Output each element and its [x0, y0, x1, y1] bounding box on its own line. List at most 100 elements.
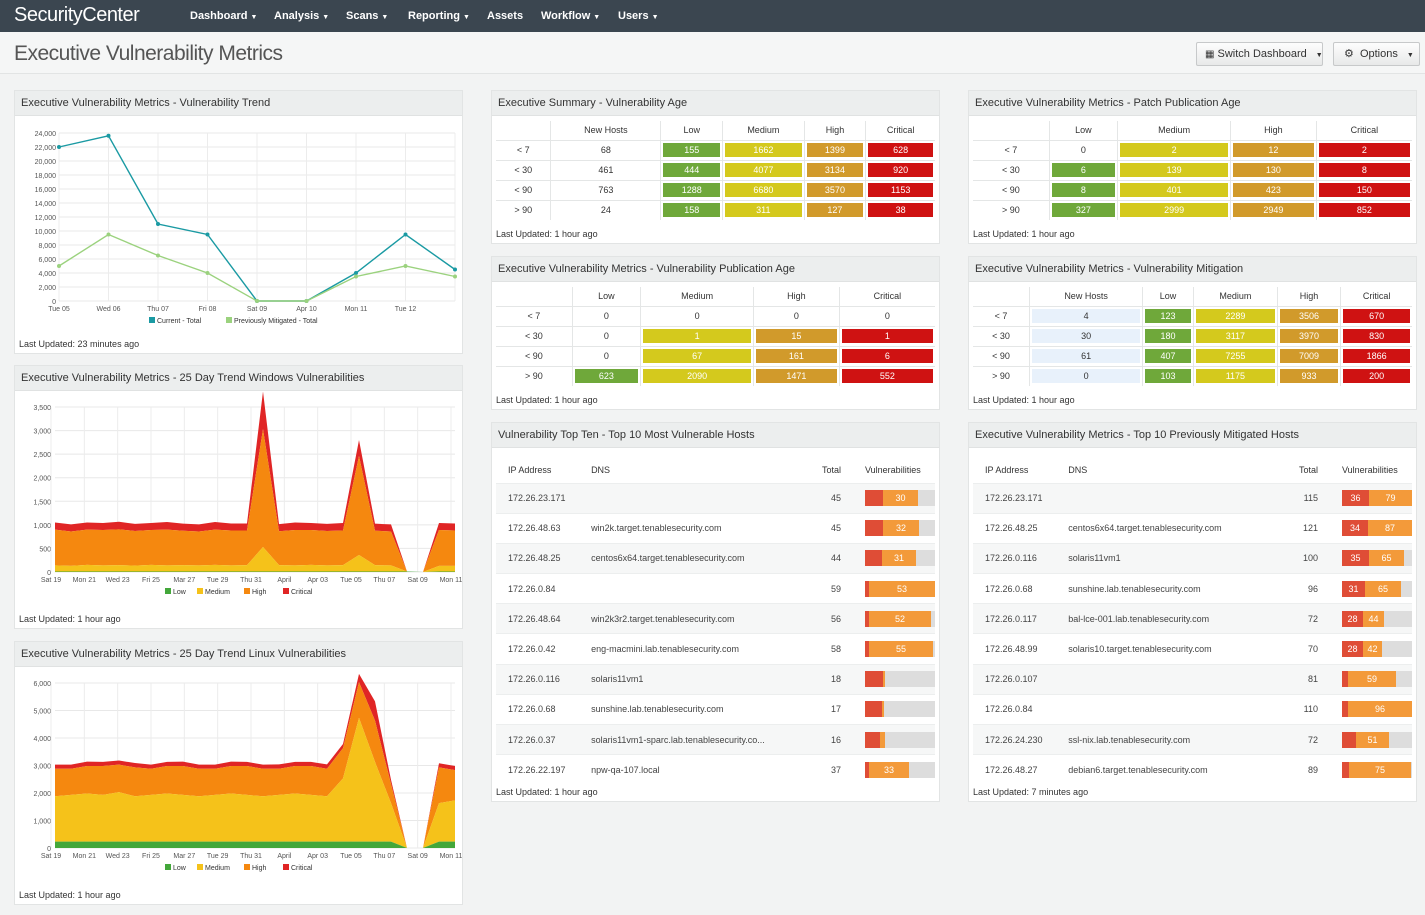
vulnerability-bar[interactable]: 33 [865, 762, 935, 779]
vulnerability-bar[interactable]: 34 87 [1342, 520, 1412, 537]
crit-count-cell[interactable]: 8 [1318, 163, 1410, 177]
vulnerability-bar[interactable] [865, 731, 935, 748]
crit-count-cell[interactable]: 852 [1318, 203, 1410, 218]
low-count-value[interactable]: 0 [603, 331, 609, 341]
host-row[interactable]: 172.26.22.197 npw-qa-107.local 37 33 [496, 754, 935, 785]
new-hosts-value[interactable]: 30 [1032, 329, 1141, 343]
column-header-vulns[interactable]: Vulnerabilities [1342, 464, 1398, 475]
crit-count-cell[interactable]: 1153 [868, 183, 933, 197]
crit-count-cell[interactable]: 552 [841, 369, 933, 384]
low-count-cell[interactable]: 158 [663, 203, 721, 218]
vulnerability-bar[interactable]: 51 [1342, 731, 1412, 748]
low-count-cell[interactable]: 123 [1145, 309, 1191, 323]
menu-assets[interactable]: Assets [487, 10, 524, 22]
crit-count-cell[interactable]: 6 [841, 349, 933, 363]
high-count-cell[interactable]: 3506 [1279, 309, 1339, 323]
high-count-cell[interactable]: 130 [1233, 163, 1314, 177]
column-header-ip[interactable]: IP Address [508, 464, 552, 475]
data-point[interactable] [304, 299, 309, 303]
vulnerability-bar[interactable]: 30 [865, 490, 935, 507]
column-header-vulns[interactable]: Vulnerabilities [865, 464, 921, 475]
high-count-cell[interactable]: 1471 [756, 369, 837, 384]
med-count-cell[interactable]: 1 [643, 329, 752, 343]
column-header-ip[interactable]: IP Address [985, 464, 1029, 475]
data-point[interactable] [453, 274, 457, 279]
host-row[interactable]: 172.26.0.117 bal-lce-001.lab.tenablesecur… [973, 603, 1412, 634]
vulnerability-bar[interactable]: 28 42 [1342, 641, 1412, 658]
new-hosts-value[interactable]: 61 [1032, 349, 1141, 363]
high-count-cell[interactable]: 7009 [1279, 349, 1339, 363]
vulnerability-bar[interactable]: 35 65 [1342, 550, 1412, 567]
menu-dashboard[interactable]: Dashboard ▼ [190, 10, 258, 22]
high-count-cell[interactable]: 3134 [806, 163, 864, 177]
low-count-cell[interactable]: 1288 [663, 183, 721, 197]
data-point[interactable] [156, 222, 160, 226]
med-count-cell[interactable]: 3117 [1195, 329, 1275, 343]
med-count-cell[interactable]: 401 [1120, 183, 1229, 197]
low-count-cell[interactable]: 327 [1051, 203, 1116, 218]
crit-count-cell[interactable]: 1 [841, 329, 933, 343]
host-row[interactable]: 172.26.48.99 solaris10.target.tenablesecu… [973, 633, 1412, 665]
data-point[interactable] [354, 271, 358, 275]
high-count-cell[interactable]: 3970 [1279, 329, 1339, 343]
low-count-cell[interactable]: 155 [663, 143, 721, 157]
vulnerability-bar[interactable]: 28 44 [1342, 610, 1412, 627]
host-row[interactable]: 172.26.0.107 81 59 [973, 663, 1412, 695]
high-count-cell[interactable]: 127 [806, 203, 864, 218]
med-count-cell[interactable]: 1175 [1195, 369, 1275, 384]
host-row[interactable]: 172.26.48.63 win2k.target.tenablesecurity… [496, 512, 935, 544]
new-hosts-value[interactable]: 0 [1032, 369, 1141, 384]
med-count-cell[interactable]: 2999 [1120, 203, 1229, 218]
crit-count-cell[interactable]: 920 [868, 163, 933, 177]
column-header-dns[interactable]: DNS [1068, 464, 1088, 475]
med-count-cell[interactable]: 2 [1120, 143, 1229, 157]
data-point[interactable] [403, 264, 408, 268]
high-count-cell[interactable]: 2949 [1233, 203, 1314, 218]
vulnerability-bar[interactable]: 59 [1342, 671, 1412, 688]
vulnerability-bar[interactable]: 53 [865, 580, 935, 597]
menu-users[interactable]: Users ▼ [618, 10, 659, 22]
data-point[interactable] [57, 264, 61, 268]
med-count-cell[interactable]: 311 [725, 203, 802, 218]
high-count-cell[interactable]: 933 [1279, 369, 1339, 384]
high-count-cell[interactable]: 1399 [806, 143, 864, 157]
host-row[interactable]: 172.26.24.230 ssl-nix.lab.tenablesecurity… [973, 723, 1412, 755]
menu-workflow[interactable]: Workflow ▼ [541, 10, 601, 22]
vulnerability-bar[interactable]: 52 [865, 610, 935, 627]
data-point[interactable] [205, 232, 210, 237]
data-point[interactable] [354, 274, 358, 279]
new-hosts-value[interactable]: 68 [600, 145, 611, 155]
host-row[interactable]: 172.26.0.37 solaris11vm1-sparc.lab.tenabl… [496, 723, 935, 755]
med-count-cell[interactable]: 7255 [1195, 349, 1275, 363]
low-count-value[interactable]: 0 [603, 311, 609, 321]
menu-analysis[interactable]: Analysis ▼ [274, 10, 330, 22]
low-count-value[interactable]: 0 [603, 351, 609, 361]
data-point[interactable] [205, 271, 210, 275]
host-row[interactable]: 172.26.0.42 eng-macmini.lab.tenablesecuri… [496, 633, 935, 665]
host-row[interactable]: 172.26.23.171 45 30 [496, 482, 935, 514]
host-row[interactable]: 172.26.0.116 solaris11vm1 100 35 65 [973, 542, 1412, 574]
low-count-cell[interactable]: 103 [1145, 369, 1191, 384]
menu-reporting[interactable]: Reporting ▼ [408, 10, 470, 22]
med-count-value[interactable]: 0 [694, 311, 700, 321]
new-hosts-value[interactable]: 763 [598, 185, 614, 195]
high-count-cell[interactable]: 3570 [806, 183, 864, 197]
data-point[interactable] [156, 253, 160, 258]
low-count-cell[interactable]: 6 [1051, 163, 1116, 177]
crit-count-cell[interactable]: 150 [1318, 183, 1410, 197]
low-count-cell[interactable]: 180 [1145, 329, 1191, 343]
new-hosts-value[interactable]: 461 [598, 165, 614, 175]
low-count-cell[interactable]: 8 [1051, 183, 1116, 197]
crit-count-cell[interactable]: 38 [868, 203, 933, 218]
vulnerability-bar[interactable]: 32 [865, 520, 935, 537]
med-count-cell[interactable]: 6680 [725, 183, 802, 197]
column-header-total[interactable]: Total [1298, 464, 1318, 475]
vulnerability-bar[interactable]: 31 65 [1342, 580, 1412, 597]
vulnerability-bar[interactable]: 75 [1342, 762, 1412, 779]
med-count-cell[interactable]: 2090 [643, 369, 752, 384]
column-header-total[interactable]: Total [821, 464, 841, 475]
crit-count-cell[interactable]: 628 [868, 143, 933, 157]
host-row[interactable]: 172.26.48.27 debian6.target.tenablesecuri… [973, 754, 1412, 785]
high-count-cell[interactable]: 423 [1233, 183, 1314, 197]
host-row[interactable]: 172.26.0.68 sunshine.lab.tenablesecurity.… [973, 573, 1412, 604]
